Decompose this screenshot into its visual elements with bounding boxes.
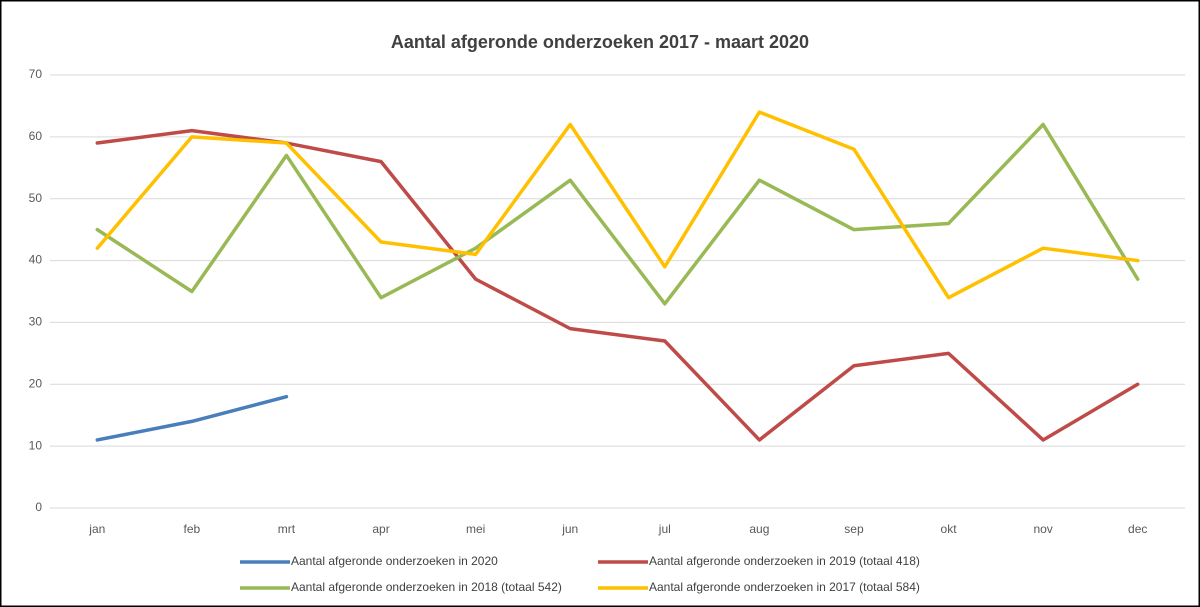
x-tick-label: feb	[184, 522, 201, 536]
x-tick-label: jul	[658, 522, 671, 536]
y-tick-label: 20	[29, 376, 43, 390]
y-tick-label: 70	[29, 67, 43, 81]
y-tick-label: 50	[29, 191, 43, 205]
legend: Aantal afgeronde onderzoeken in 2020 Aant…	[240, 554, 920, 594]
series-line	[95, 394, 289, 442]
chart-title: Aantal afgeronde onderzoeken 2017 - maar…	[391, 32, 809, 52]
x-tick-label: sep	[844, 522, 864, 536]
series-line	[95, 122, 1140, 306]
x-tick-label: mrt	[278, 522, 296, 536]
x-tick-label: mei	[466, 522, 485, 536]
y-tick-label: 0	[35, 500, 42, 514]
x-tick-label: okt	[941, 522, 958, 536]
x-tick-label: aug	[749, 522, 769, 536]
legend-label: Aantal afgeronde onderzoeken in 2018 (to…	[291, 580, 562, 594]
legend-label: Aantal afgeronde onderzoeken in 2020	[291, 554, 498, 568]
series-line	[95, 110, 1140, 300]
x-tick-label: dec	[1128, 522, 1147, 536]
x-tick-label: nov	[1033, 522, 1052, 536]
y-tick-label: 30	[29, 315, 43, 329]
x-tick-label: jan	[88, 522, 105, 536]
legend-label: Aantal afgeronde onderzoeken in 2017 (to…	[649, 580, 920, 594]
y-tick-label: 40	[29, 253, 43, 267]
x-tick-label: apr	[372, 522, 389, 536]
y-tick-label: 10	[29, 438, 43, 452]
y-tick-label: 60	[29, 129, 43, 143]
x-tick-label: jun	[561, 522, 578, 536]
legend-label: Aantal afgeronde onderzoeken in 2019 (to…	[649, 554, 920, 568]
